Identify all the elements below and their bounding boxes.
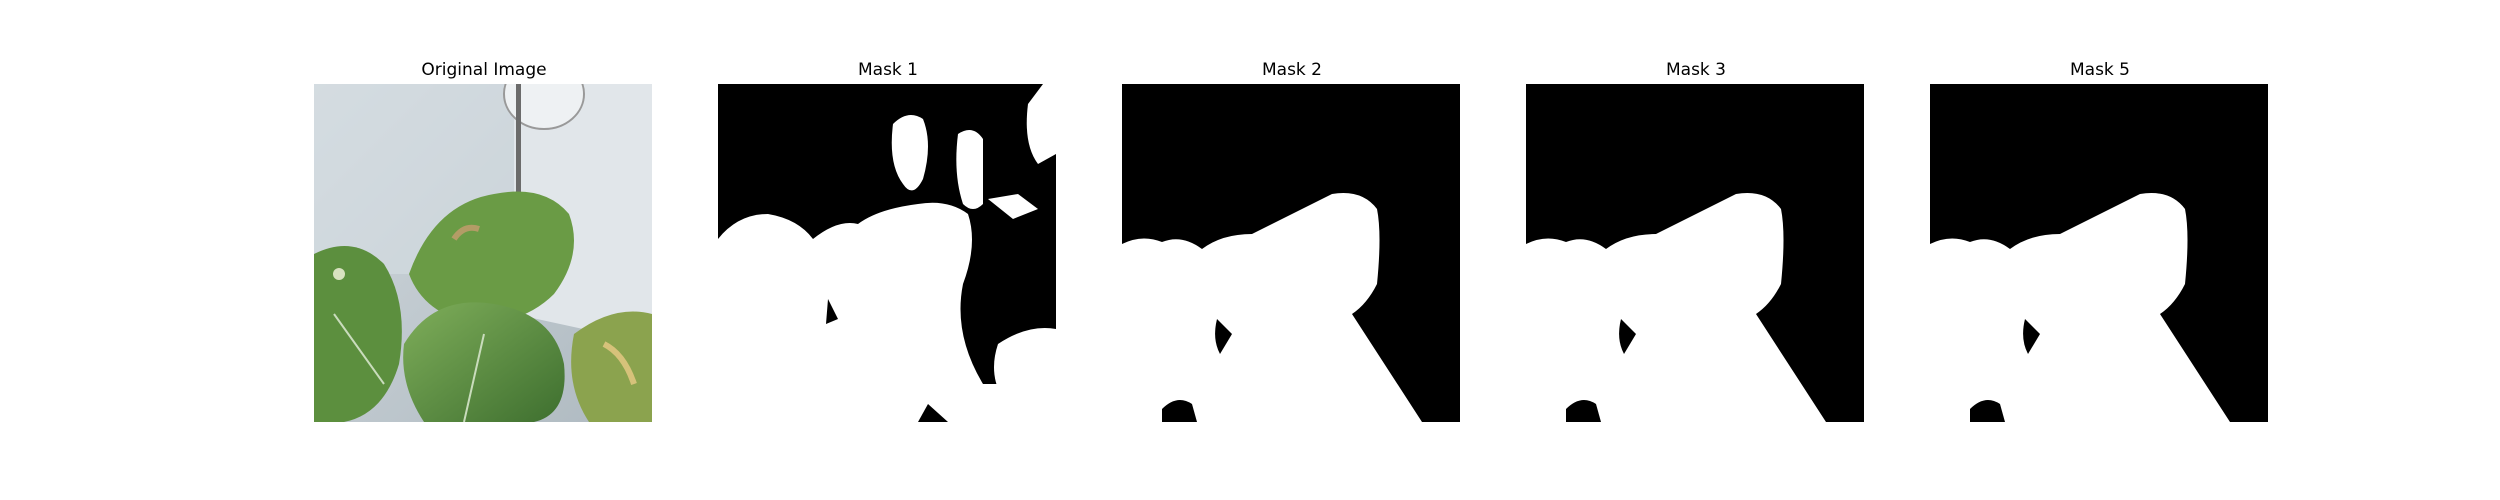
panel-mask-5: Mask 5 (1930, 0, 2270, 500)
mask-3-image (1526, 84, 1864, 422)
panel-title-mask-1: Mask 1 (857, 60, 918, 80)
panel-mask-2: Mask 2 (1122, 0, 1462, 500)
panel-original: Original Image (314, 0, 654, 500)
mask-5-image (1930, 84, 2268, 422)
mask-1-image (718, 84, 1056, 422)
panel-title-original: Original Image (421, 60, 547, 80)
panel-title-mask-2: Mask 2 (1261, 60, 1322, 80)
panel-title-mask-3: Mask 3 (1665, 60, 1726, 80)
panel-mask-3: Mask 3 (1526, 0, 1866, 500)
mask-2-image (1122, 84, 1460, 422)
original-image (314, 84, 652, 422)
panel-title-mask-5: Mask 5 (2069, 60, 2130, 80)
panel-mask-1: Mask 1 (718, 0, 1058, 500)
